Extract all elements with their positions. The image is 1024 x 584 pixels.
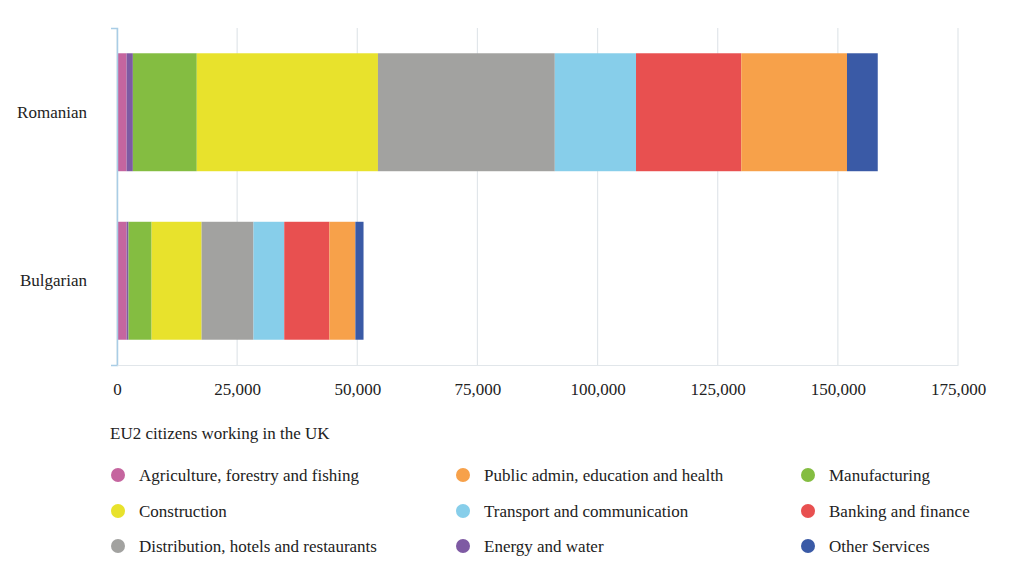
bar (329, 222, 355, 340)
series (355, 53, 877, 339)
legend-label: Manufacturing (829, 466, 931, 485)
legend-marker (111, 468, 125, 482)
category-label: Romanian (17, 103, 87, 122)
legend-item: Distribution, hotels and restaurants (111, 537, 377, 556)
legend-label: Agriculture, forestry and fishing (139, 466, 359, 485)
legend-marker (456, 539, 470, 553)
bar (741, 53, 847, 171)
legend-label: Construction (139, 502, 227, 521)
bar (133, 53, 197, 171)
series (202, 53, 555, 339)
bar (129, 222, 152, 340)
tick: 100,000 (570, 365, 625, 399)
legend-label: Public admin, education and health (484, 466, 724, 485)
series (117, 53, 127, 339)
tick-label: 50,000 (334, 380, 381, 399)
bar (555, 53, 636, 171)
legend-marker (456, 468, 470, 482)
bar (847, 53, 878, 171)
legend-item: Energy and water (456, 537, 604, 556)
bar (117, 222, 127, 340)
legend-item: Construction (111, 502, 227, 521)
category-label: Bulgarian (20, 271, 88, 290)
series (329, 53, 847, 339)
tick: 175,000 (931, 365, 986, 399)
legend-marker (456, 504, 470, 518)
legend-label: Other Services (829, 537, 930, 556)
legend-item: Banking and finance (801, 502, 970, 521)
axis-line (118, 365, 959, 366)
legend-marker (111, 504, 125, 518)
legend-item: Other Services (801, 537, 930, 556)
bar (202, 222, 254, 340)
tick-label: 175,000 (931, 380, 986, 399)
legend-label: Transport and communication (484, 502, 689, 521)
bar (117, 53, 127, 171)
tick-label: 25,000 (214, 380, 261, 399)
bar (127, 53, 133, 171)
series (253, 53, 636, 339)
x-axis: 0 25,000 50,000 75,000 100,000 125,000 150,000… (113, 365, 986, 399)
bars (117, 53, 878, 339)
legend-item: Public admin, education and health (456, 466, 724, 485)
legend-item: Manufacturing (801, 466, 931, 485)
tick: Bulgarian (20, 271, 117, 290)
legend: Agriculture, forestry and fishing Energy … (111, 466, 970, 556)
tick: 125,000 (691, 365, 746, 399)
legend-marker (801, 468, 815, 482)
tick-label: 150,000 (811, 380, 866, 399)
series (284, 53, 741, 339)
legend-label: Energy and water (484, 537, 604, 556)
legend-item: Agriculture, forestry and fishing (111, 466, 359, 485)
legend-label: Distribution, hotels and restaurants (139, 537, 377, 556)
legend-item: Transport and communication (456, 502, 689, 521)
tick: 25,000 (214, 365, 261, 399)
bar (253, 222, 284, 340)
axis-line (111, 29, 118, 366)
y-axis: Romanian Bulgarian (17, 29, 117, 366)
grid (117, 28, 958, 365)
bar (152, 222, 202, 340)
tick: 0 (113, 365, 122, 399)
grid-line (957, 28, 958, 365)
axis-title: EU2 citizens working in the UK (110, 424, 330, 443)
bar (127, 222, 129, 340)
bar (197, 53, 378, 171)
tick-label: 125,000 (691, 380, 746, 399)
tick: 150,000 (811, 365, 866, 399)
legend-marker (801, 504, 815, 518)
bar (355, 222, 363, 340)
tick-label: 75,000 (455, 380, 502, 399)
legend-label: Banking and finance (829, 502, 970, 521)
bar (378, 53, 555, 171)
tick: Romanian (17, 103, 117, 122)
legend-marker (111, 539, 125, 553)
tick-label: 0 (113, 380, 122, 399)
legend-marker (801, 539, 815, 553)
tick-label: 100,000 (570, 380, 625, 399)
tick: 75,000 (455, 365, 502, 399)
chart: Romanian Bulgarian 0 25,000 50,000 75,000 100,… (0, 0, 1024, 584)
bar (284, 222, 329, 340)
tick: 50,000 (334, 365, 381, 399)
series (152, 53, 378, 339)
bar (636, 53, 741, 171)
